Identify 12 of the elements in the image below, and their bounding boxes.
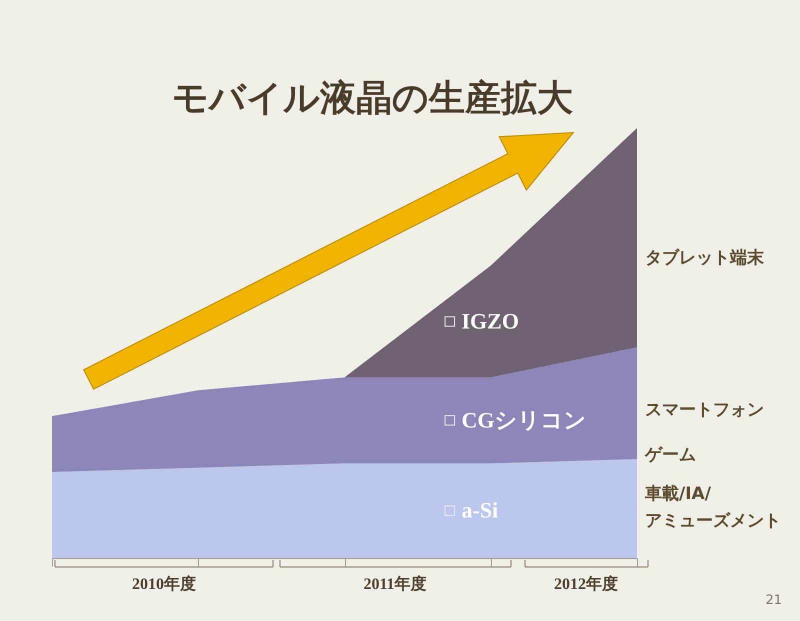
text: 2012年度 bbox=[554, 574, 618, 593]
text: タブレット端末 bbox=[645, 248, 765, 268]
text: ゲーム bbox=[644, 445, 696, 465]
legend-label: a-Si bbox=[462, 498, 498, 523]
text: 車載/IA/ アミューズメント bbox=[644, 484, 781, 531]
text: 2011年度 bbox=[363, 574, 427, 593]
legend-label: IGZO bbox=[462, 308, 519, 334]
text: スマートフォン bbox=[645, 400, 764, 420]
chart-title: モバイル液晶の生産拡大 bbox=[172, 78, 573, 119]
legend-label: CGシリコン bbox=[462, 407, 586, 432]
text: 2010年度 bbox=[132, 574, 196, 593]
text: 21 bbox=[765, 593, 782, 608]
